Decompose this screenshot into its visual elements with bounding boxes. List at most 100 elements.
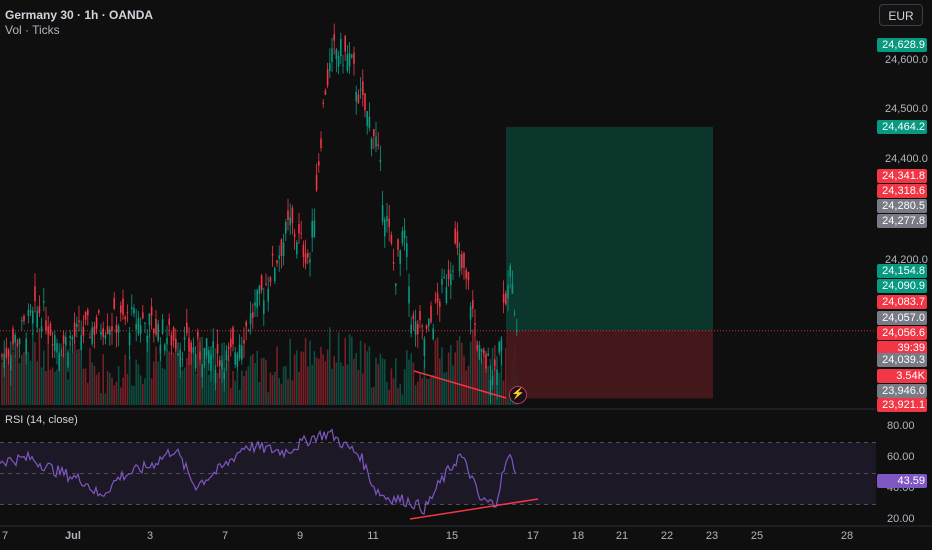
candle-body [236, 354, 239, 367]
candle-body [326, 69, 329, 86]
time-axis-label: 28 [840, 530, 854, 542]
volume-bar [172, 352, 175, 405]
volume-bar [474, 327, 476, 405]
candle-body [309, 259, 311, 263]
candle-body [71, 336, 74, 340]
volume-bar [71, 353, 74, 405]
volume-indicator-title[interactable]: Vol · Ticks [5, 23, 60, 37]
time-axis-label: 25 [750, 530, 764, 542]
candlestick-series [1, 23, 518, 404]
candle-body [219, 360, 221, 367]
volume-bar [5, 357, 8, 405]
candle-body [463, 253, 465, 268]
candle-body [322, 102, 324, 105]
volume-bar [155, 346, 157, 405]
volume-bar [175, 338, 177, 405]
volume-bar [124, 354, 126, 405]
volume-bar [414, 385, 417, 405]
candle-body [287, 210, 289, 220]
candle-body [56, 343, 58, 353]
volume-bar [146, 338, 148, 405]
volume-bar [227, 355, 230, 405]
candle-body [95, 317, 98, 329]
candle-body [230, 338, 232, 348]
volume-bar [390, 368, 393, 405]
price-trendline [413, 370, 507, 399]
volume-bar [47, 333, 49, 405]
volume-bar [192, 352, 195, 405]
volume-bar [381, 358, 384, 405]
candle-body [76, 324, 78, 327]
volume-bar [219, 369, 221, 405]
candle-body [498, 341, 500, 353]
candle-body [434, 299, 437, 301]
candle-body [494, 360, 496, 366]
volume-bar [331, 368, 333, 405]
volume-bar [476, 340, 478, 405]
volume-bar [322, 354, 324, 405]
price-tag: 24,154.8 [877, 264, 927, 278]
candle-body [166, 337, 168, 345]
candle-body [38, 306, 41, 313]
candle-body [282, 242, 285, 256]
volume-bar [10, 372, 12, 405]
candle-body [210, 354, 212, 371]
candle-body [331, 48, 333, 62]
volume-bar [366, 351, 368, 405]
volume-bar [265, 360, 267, 405]
lightning-alert-icon[interactable]: ⚡ [509, 386, 527, 404]
candle-body [212, 341, 214, 349]
candle-body [25, 338, 27, 355]
volume-bar [203, 363, 206, 405]
time-axis-label: 22 [660, 530, 674, 542]
rsi-tick: 60.00 [887, 451, 915, 463]
candle-body [139, 325, 142, 335]
candle-body [307, 253, 309, 258]
candle-body [355, 91, 357, 102]
volume-bar [309, 340, 311, 405]
volume-bar [388, 390, 390, 405]
volume-bar [245, 370, 247, 405]
time-axis-label: 23 [705, 530, 719, 542]
candle-body [29, 310, 32, 313]
volume-bar [51, 367, 54, 405]
volume-bar [18, 363, 21, 405]
candle-body [111, 326, 113, 331]
currency-button[interactable]: EUR [879, 4, 923, 26]
candle-body [265, 283, 267, 285]
candle-body [192, 347, 195, 353]
rsi-indicator-title[interactable]: RSI (14, close) [5, 414, 78, 426]
price-tag: 23,921.1 [877, 398, 927, 412]
candle-body [170, 335, 173, 346]
candle-body [148, 313, 151, 326]
candle-body [348, 53, 351, 67]
candle-body [16, 343, 19, 346]
candle-body [412, 314, 415, 320]
volume-bar [324, 361, 327, 405]
volume-bar [403, 369, 406, 405]
candle-body [300, 232, 302, 234]
volume-bar [480, 358, 483, 405]
candle-body [78, 320, 80, 323]
volume-bar [401, 394, 404, 405]
candle-body [289, 217, 291, 226]
candle-body [225, 350, 228, 361]
candle-body [40, 326, 43, 332]
symbol-title[interactable]: Germany 30 · 1h · OANDA [5, 8, 154, 22]
candle-body [84, 311, 87, 320]
candle-body [216, 343, 219, 354]
volume-bar [170, 352, 173, 405]
volume-bar [439, 358, 441, 405]
candle-body [168, 318, 170, 325]
candle-body [34, 286, 36, 302]
candle-body [483, 350, 485, 354]
candle-body [188, 337, 190, 352]
candle-body [23, 315, 25, 322]
candle-body [177, 353, 179, 356]
candle-body [243, 340, 245, 344]
volume-bar [197, 331, 199, 405]
candle-body [157, 323, 159, 341]
volume-bar [82, 368, 85, 405]
